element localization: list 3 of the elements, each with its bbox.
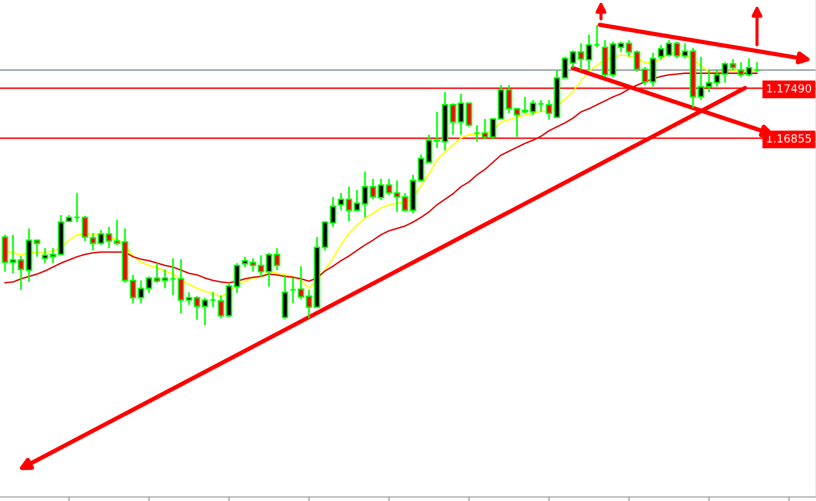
- y-tick-label: 1.17490: [767, 84, 812, 93]
- candlestick: [538, 99, 544, 113]
- y-tick-label: 1.16855: [767, 134, 811, 143]
